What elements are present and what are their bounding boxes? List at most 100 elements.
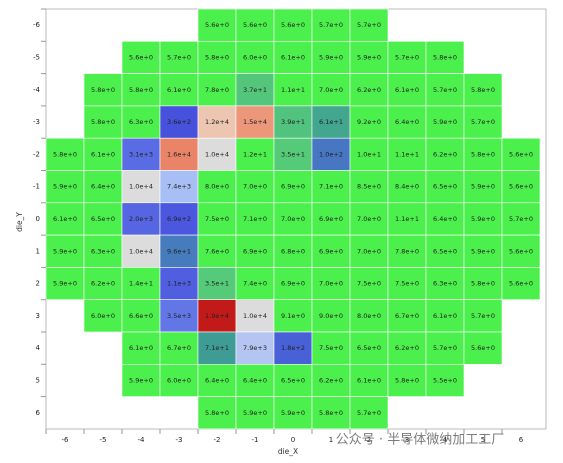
cell-label: 6.0e+0: [91, 312, 115, 320]
cell-label: 6.7e+0: [395, 312, 419, 320]
cell-label: 3.1e+3: [129, 150, 153, 158]
cell: [83, 73, 123, 107]
cell: [311, 137, 351, 171]
cell-label: 1.5e+4: [243, 118, 267, 126]
cell-label: 9.6e+1: [167, 247, 191, 255]
cell: [235, 299, 275, 333]
x-tick-label: -1: [252, 436, 259, 444]
cell-label: 5.8e+0: [395, 376, 419, 384]
y-tick-label: -6: [33, 21, 41, 29]
cell-label: 5.7e+0: [433, 344, 457, 352]
cell: [121, 299, 161, 333]
cell-label: 6.2e+0: [357, 86, 381, 94]
y-tick-label: -2: [33, 150, 40, 158]
cell-label: 7.5e+0: [357, 280, 381, 288]
cell-label: 6.4e+0: [243, 376, 267, 384]
cell-label: 7.6e+0: [205, 247, 229, 255]
cell: [235, 170, 275, 204]
cell-label: 7.0e+0: [319, 86, 343, 94]
cell-label: 6.2e+0: [395, 344, 419, 352]
x-tick-label: -3: [176, 436, 183, 444]
cell-label: 3.5e+3: [167, 312, 191, 320]
cell: [387, 202, 427, 236]
cell-label: 1.0e+4: [129, 247, 153, 255]
cell-label: 3.6e+2: [167, 118, 191, 126]
cell-label: 8.0e+0: [357, 312, 381, 320]
cell-label: 5.6e+0: [509, 183, 533, 191]
cell-label: 5.8e+0: [471, 280, 495, 288]
x-tick-label: 1: [329, 436, 333, 444]
cell: [273, 363, 313, 397]
cell: [425, 137, 465, 171]
watermark: 公众号 · 半导体微纳加工工厂: [336, 433, 504, 448]
cell: [159, 40, 199, 74]
cell: [311, 363, 351, 397]
cell-label: 1.0e+2: [319, 150, 343, 158]
cell-label: 1.1e+3: [167, 280, 191, 288]
cell: [197, 137, 237, 171]
cell-label: 6.9e+2: [167, 215, 191, 223]
cell: [121, 105, 161, 139]
x-tick-label: 2: [367, 436, 371, 444]
cell-label: 3.5e+1: [205, 280, 229, 288]
cell-label: 6.2e+0: [91, 280, 115, 288]
cell-label: 5.8e+0: [471, 150, 495, 158]
cell: [197, 73, 237, 107]
cell-label: 9.1e+0: [281, 312, 305, 320]
cell: [463, 137, 503, 171]
cell-label: 5.9e+0: [129, 376, 153, 384]
cell-label: 3.9e+1: [281, 118, 305, 126]
cell: [425, 105, 465, 139]
cell-label: 1.6e+4: [167, 150, 191, 158]
cell: [311, 234, 351, 268]
cell: [501, 137, 541, 171]
cell-label: 9.0e+0: [319, 312, 343, 320]
cell: [311, 40, 351, 74]
cell: [349, 73, 389, 107]
cell-label: 2.0e+3: [129, 215, 153, 223]
cell: [83, 137, 123, 171]
cell-label: 5.5e+0: [433, 376, 457, 384]
cell: [349, 8, 389, 42]
cell-label: 5.7e+0: [471, 312, 495, 320]
cell-label: 5.8e+0: [205, 409, 229, 417]
cell-label: 6.9e+0: [281, 183, 305, 191]
cell: [235, 8, 275, 42]
cell: [83, 267, 123, 300]
cell: [197, 170, 237, 204]
cell-label: 5.6e+0: [509, 150, 533, 158]
cell: [235, 73, 275, 107]
cell: [349, 137, 389, 171]
cell-label: 7.4e+0: [243, 280, 267, 288]
cell-label: 1.0e+1: [357, 150, 381, 158]
cell-label: 5.8e+0: [433, 53, 457, 61]
cell-label: 8.4e+0: [395, 183, 419, 191]
cell-label: 5.7e+0: [167, 53, 191, 61]
cell: [235, 105, 275, 139]
cell-label: 5.9e+0: [243, 409, 267, 417]
cell-label: 1.2e+4: [205, 118, 229, 126]
cell: [463, 105, 503, 139]
cell-label: 1.1e+1: [281, 86, 305, 94]
cell: [273, 202, 313, 236]
cell-label: 6.2e+0: [319, 376, 343, 384]
cell-label: 5.8e+0: [91, 118, 115, 126]
cell-label: 6.4e+0: [433, 215, 457, 223]
cell-label: 7.8e+0: [395, 247, 419, 255]
cell: [121, 363, 161, 397]
cell-label: 7.4e+3: [167, 183, 191, 191]
cell: [121, 202, 161, 236]
cell: [83, 234, 123, 268]
cell-label: 5.7e+0: [395, 53, 419, 61]
cell: [235, 234, 275, 268]
cell-label: 6.9e+0: [319, 247, 343, 255]
cell: [197, 267, 237, 300]
cell: [425, 299, 465, 333]
cell-label: 5.9e+0: [471, 215, 495, 223]
y-axis-label: die_Y: [15, 212, 24, 232]
cell-label: 6.1e+0: [433, 312, 457, 320]
cell-label: 8.0e+0: [205, 183, 229, 191]
cell-label: 7.0e+0: [357, 247, 381, 255]
cell-label: 6.9e+0: [281, 280, 305, 288]
cell-label: 6.1e+0: [167, 86, 191, 94]
